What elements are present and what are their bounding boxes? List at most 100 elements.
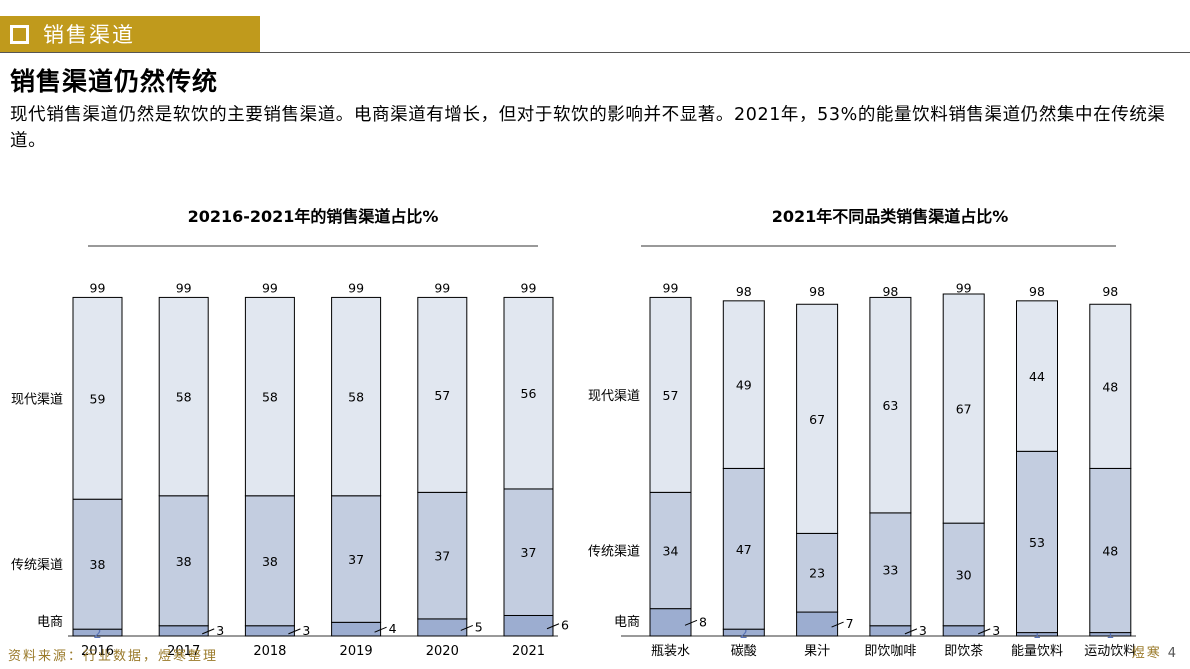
category-label: 碳酸 [731,644,757,659]
leader-line [460,624,473,631]
bar-segment-modern [869,296,912,514]
bar-segment-modern [649,296,692,493]
bar-segment-ecommerce [942,625,985,637]
data-label-modern: 67 [956,402,972,417]
square-icon [10,24,29,44]
total-label: 98 [1102,284,1118,299]
data-label-traditional: 38 [176,554,192,569]
brand-text: 煜寒 [1131,646,1162,661]
bar-segment-ecommerce [869,625,912,637]
data-label-modern: 56 [521,386,537,401]
category-label: 即饮咖啡 [864,644,916,659]
data-label-traditional: 53 [1029,535,1045,550]
category-label: 2016 [81,644,114,659]
bar-segment-modern [158,296,209,497]
total-label: 99 [521,280,537,295]
leader-line [202,628,215,635]
data-label-ecommerce: 7 [846,616,854,631]
data-label-modern: 48 [1102,379,1118,394]
bar-segment-modern [331,296,382,497]
series-label-traditional: 传统渠道 [11,558,63,573]
category-label: 果汁 [804,644,830,659]
leader-line [546,623,560,630]
data-label-traditional: 33 [882,562,898,577]
source-note: 资料来源：行业数据，煜寒整理 [8,649,219,664]
total-label: 98 [809,284,825,299]
total-label: 99 [90,280,106,295]
data-label-modern: 63 [882,398,898,413]
header-divider [0,52,1190,53]
data-label-modern: 49 [736,378,752,393]
section-tag: 销售渠道 [0,16,260,52]
data-label-modern: 57 [663,388,679,403]
bar-segment-modern [1089,303,1132,469]
bar-segment-traditional [722,467,765,630]
leader-line [978,628,991,635]
data-label-traditional: 37 [348,552,364,567]
bar-segment-traditional [869,512,912,627]
chart-title: 20216-2021年的销售渠道占比% [188,207,439,226]
data-label-traditional: 23 [809,566,825,581]
section-label: 销售渠道 [43,23,135,47]
data-label-modern: 58 [348,390,364,405]
data-label-modern: 59 [90,391,106,406]
data-label-ecommerce: 5 [475,619,483,634]
category-label: 即饮茶 [944,643,983,659]
bar-segment-traditional [331,495,382,623]
bar-segment-modern [942,293,985,524]
bar-segment-ecommerce [649,608,692,637]
total-label: 99 [348,280,364,295]
bar-segment-modern [503,296,554,490]
total-label: 99 [663,280,679,295]
bar-segment-modern [1016,300,1058,452]
data-label-traditional: 34 [663,544,679,559]
footer-brand: 煜寒 4 [1132,642,1178,661]
bar-segment-modern [417,296,468,493]
bar-segment-ecommerce [796,611,839,637]
data-label-ecommerce: 4 [389,621,397,636]
data-label-traditional: 47 [736,542,752,557]
data-label-ecommerce: 3 [919,623,927,638]
series-label-ecommerce: 电商 [614,615,640,630]
bar-segment-traditional [244,495,295,627]
data-label-ecommerce: 1 [1033,627,1041,642]
page-number: 4 [1167,646,1178,661]
data-label-ecommerce: 8 [699,614,707,629]
data-label-modern: 58 [176,390,192,405]
total-label: 99 [956,280,972,295]
series-label-traditional: 传统渠道 [588,545,640,560]
data-label-traditional: 37 [521,545,537,560]
data-label-ecommerce: 1 [1106,627,1114,642]
leader-line [288,628,301,635]
total-label: 98 [736,284,752,299]
data-label-ecommerce: 2 [93,627,101,642]
leader-line [831,621,844,628]
bar-segment-traditional [503,488,554,616]
bar-segment-ecommerce [331,621,382,637]
bar-segment-modern [796,303,839,534]
category-label: 运动饮料 [1084,644,1136,659]
chart-title: 2021年不同品类销售渠道占比% [772,207,1009,226]
bar-segment-traditional [417,491,468,620]
data-label-ecommerce: 3 [302,623,310,638]
bar-segment-ecommerce [158,625,209,637]
leader-line [904,628,918,635]
total-label: 99 [262,280,278,295]
data-label-ecommerce: 2 [740,627,748,642]
data-label-modern: 57 [434,388,450,403]
data-label-traditional: 48 [1102,544,1118,559]
leader-line [684,619,698,626]
bar-segment-traditional [796,532,839,613]
series-label-modern: 现代渠道 [588,389,640,404]
series-label-modern: 现代渠道 [11,392,63,407]
category-label: 2018 [253,644,286,659]
category-label: 2017 [167,644,200,659]
data-label-modern: 58 [262,390,278,405]
category-label: 2021 [512,644,545,659]
total-label: 99 [434,280,450,295]
bar-segment-ecommerce [503,614,554,637]
leader-line [374,626,387,633]
data-label-ecommerce: 3 [216,623,224,638]
data-label-ecommerce: 3 [992,623,1000,638]
